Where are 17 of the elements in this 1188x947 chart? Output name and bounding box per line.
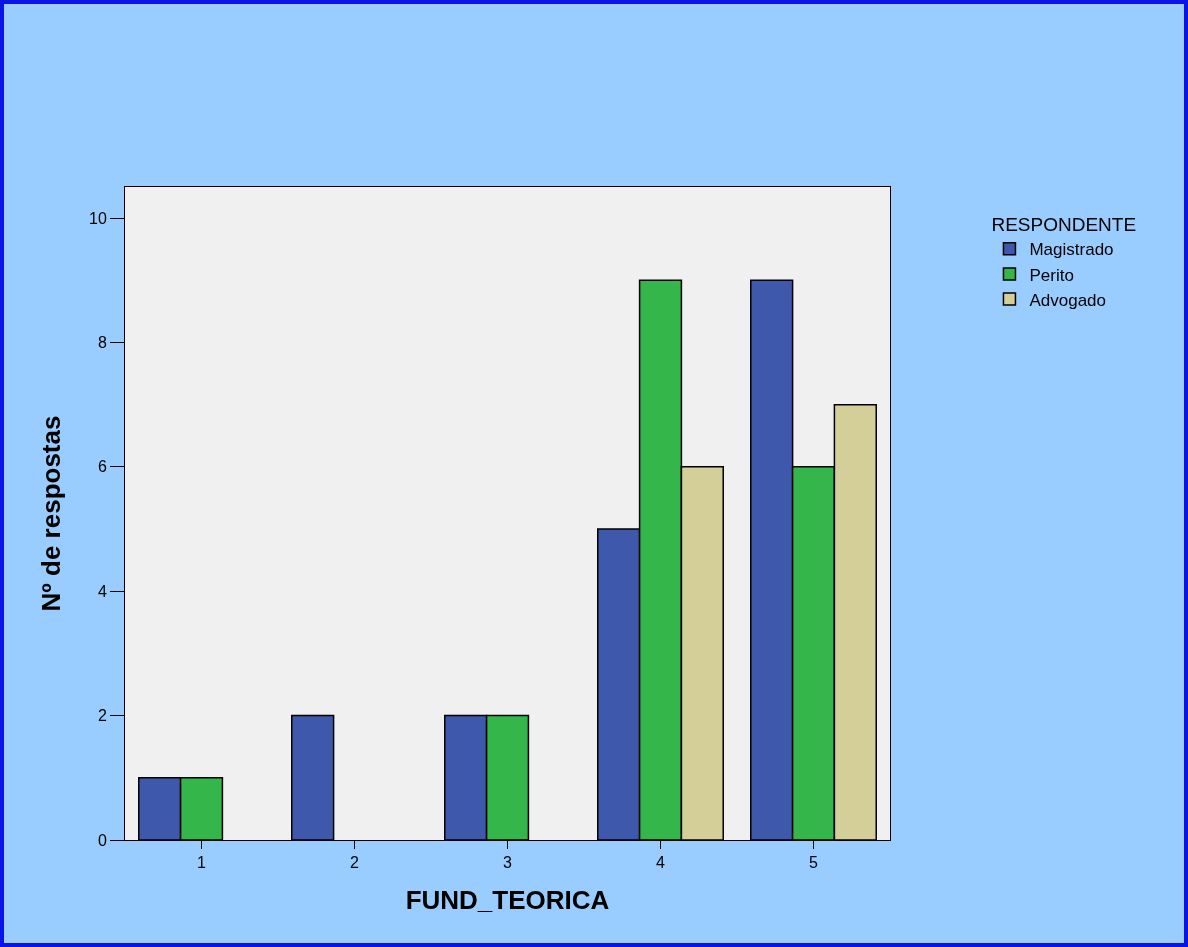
y-tick-label: 2 xyxy=(97,707,107,725)
legend-title: RESPONDENTE xyxy=(991,214,1137,236)
y-tick-label: 8 xyxy=(97,334,107,352)
y-tick-label: 6 xyxy=(97,458,107,476)
x-tick-label: 2 xyxy=(350,854,360,872)
y-tick-label: 0 xyxy=(97,831,107,849)
x-tick-label: 1 xyxy=(197,854,207,872)
legend-label: Perito xyxy=(1029,265,1074,285)
x-tick-label: 3 xyxy=(503,854,513,872)
x-tick-label: 5 xyxy=(809,854,819,872)
y-axis-title: Nº de respostas xyxy=(36,415,67,612)
legend-label: Magistrado xyxy=(1029,240,1114,260)
x-axis-title: FUND_TEORICA xyxy=(405,884,610,915)
x-tick-label: 4 xyxy=(656,854,666,872)
y-tick-label: 4 xyxy=(97,582,107,600)
legend-label: Advogado xyxy=(1029,290,1107,310)
y-tick-label: 10 xyxy=(89,209,107,227)
